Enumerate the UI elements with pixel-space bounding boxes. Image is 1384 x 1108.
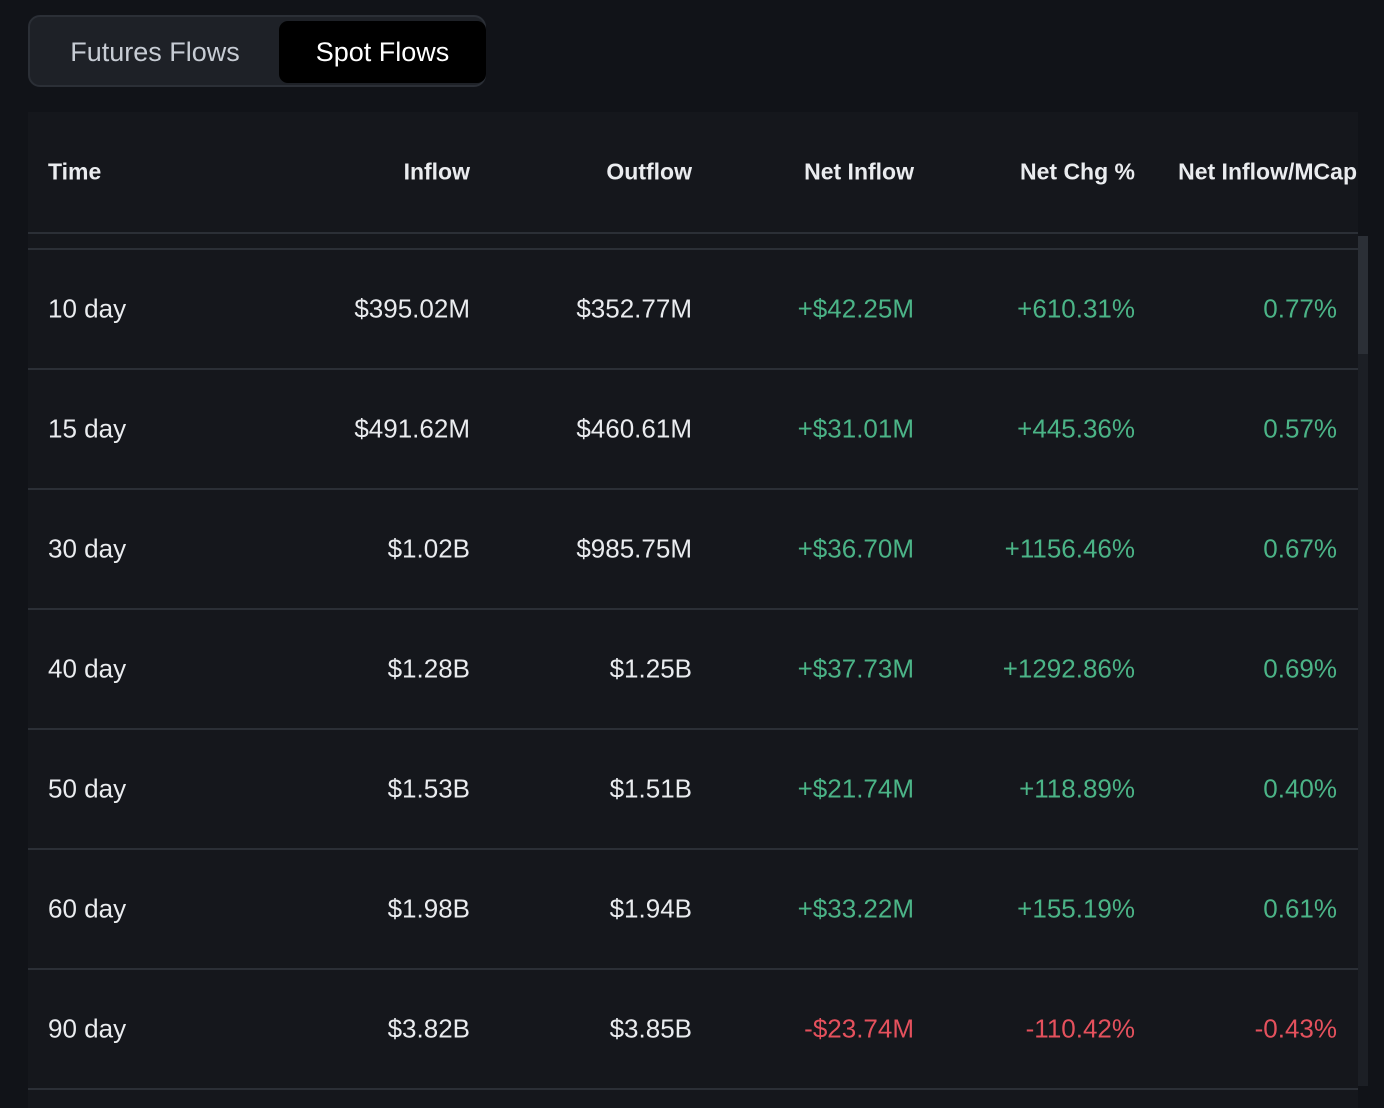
row-divider xyxy=(28,608,1358,610)
scrollbar-thumb[interactable] xyxy=(1358,236,1368,354)
table-cell: $985.75M xyxy=(576,533,692,564)
table-cell: 0.77% xyxy=(1263,293,1337,324)
table-cell: $1.53B xyxy=(387,773,470,804)
row-divider xyxy=(28,248,1358,250)
table-cell: 50 day xyxy=(48,773,127,804)
tab[interactable]: Spot Flows xyxy=(279,21,486,83)
table-cell: 10 day xyxy=(48,293,127,324)
column-header: Outflow xyxy=(606,158,692,185)
flow-table: Time Inflow Outflow Net Inflow Net Chg % Net … xyxy=(28,112,1358,1108)
row-divider xyxy=(28,488,1358,490)
row-divider xyxy=(28,368,1358,370)
column-header: Time xyxy=(48,158,102,185)
table-cell: -$23.74M xyxy=(804,1013,914,1044)
table-cell: $395.02M xyxy=(354,293,470,324)
table-cell: -110.42% xyxy=(1025,1013,1135,1044)
table-cell: $1.98B xyxy=(387,893,470,924)
column-header: Inflow xyxy=(403,158,470,185)
table-cell: +118.89% xyxy=(1019,773,1135,804)
table-cell: $491.62M xyxy=(354,413,470,444)
scrollbar-track xyxy=(1358,236,1368,1086)
table-cell: $352.77M xyxy=(576,293,692,324)
table-cell: +$21.74M xyxy=(797,773,914,804)
tab[interactable]: Futures Flows xyxy=(70,37,240,67)
table-cell: 0.69% xyxy=(1263,653,1337,684)
row-divider xyxy=(28,1088,1358,1090)
table-cell: 40 day xyxy=(48,653,127,684)
header-divider xyxy=(28,232,1358,234)
table-cell: +$42.25M xyxy=(797,293,914,324)
table-cell: $1.51B xyxy=(609,773,692,804)
table-cell: +$37.73M xyxy=(797,653,914,684)
table-cell: 0.57% xyxy=(1263,413,1337,444)
row-divider xyxy=(28,968,1358,970)
table-cell: +155.19% xyxy=(1017,893,1135,924)
table-cell: +1292.86% xyxy=(1002,653,1135,684)
row-divider xyxy=(28,728,1358,730)
column-header: Net Inflow/MCap xyxy=(1178,158,1357,185)
table-cell: 30 day xyxy=(48,533,127,564)
table-cell: +610.31% xyxy=(1017,293,1135,324)
table-cell: 60 day xyxy=(48,893,127,924)
table-cell: 0.61% xyxy=(1263,893,1337,924)
tab-group: Futures Flows Spot Flows xyxy=(28,15,486,87)
table-cell: 90 day xyxy=(48,1013,127,1044)
table-cell: $3.85B xyxy=(609,1013,692,1044)
row-divider xyxy=(28,848,1358,850)
column-header: Net Inflow xyxy=(804,158,914,185)
table-cell: $1.28B xyxy=(387,653,470,684)
table-cell: +$31.01M xyxy=(797,413,914,444)
table-cell: 15 day xyxy=(48,413,127,444)
table-cell: +$33.22M xyxy=(797,893,914,924)
table-cell: $1.25B xyxy=(609,653,692,684)
table-cell: +445.36% xyxy=(1017,413,1135,444)
table-cell: +$36.70M xyxy=(797,533,914,564)
table-cell: $1.02B xyxy=(387,533,470,564)
table-cell: $1.94B xyxy=(609,893,692,924)
table-cell: 0.67% xyxy=(1263,533,1337,564)
table-cell: $3.82B xyxy=(387,1013,470,1044)
table-cell: +1156.46% xyxy=(1004,533,1135,564)
table-cell: -0.43% xyxy=(1254,1013,1337,1044)
table-cell: 0.40% xyxy=(1263,773,1337,804)
column-header: Net Chg % xyxy=(1020,158,1135,185)
table-cell: $460.61M xyxy=(576,413,692,444)
